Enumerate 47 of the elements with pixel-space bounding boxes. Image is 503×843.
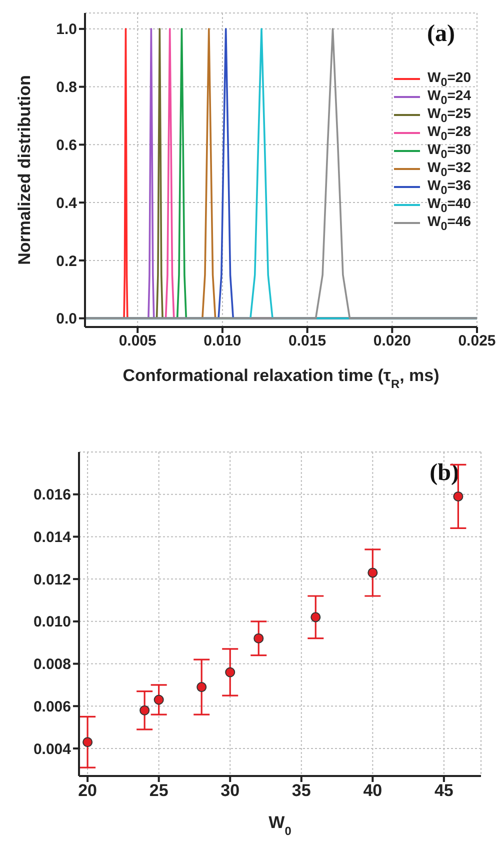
x-tick-label: 45: [434, 781, 454, 800]
annotation: (a): [427, 21, 455, 47]
point: [368, 568, 378, 578]
y-tick-label: 0.014: [33, 529, 72, 546]
point: [82, 737, 93, 748]
point: [225, 667, 236, 678]
legend-label: W$_{0}$=30: [428, 141, 471, 161]
legend-label: W$_{0}$=32: [428, 159, 471, 179]
annotation: (b): [430, 460, 459, 486]
legend-label: W$_{0}$=24: [428, 87, 471, 107]
point: [196, 682, 207, 692]
x-tick-label: 30: [220, 781, 240, 800]
legend-label: W$_{0}$=36: [428, 177, 471, 197]
y-tick-label: 0.6: [56, 137, 77, 154]
y-tick-label: 0.004: [33, 740, 72, 758]
x-tick-label: 0.015: [288, 332, 326, 350]
y-tick-label: 0.2: [56, 252, 77, 270]
y-tick-label: 1.0: [56, 21, 77, 38]
point: [140, 705, 150, 716]
legend-label: W$_{0}$=46: [428, 213, 471, 233]
y-axis-title: Normalized distribution: [15, 75, 34, 265]
x-axis-title: W$_{0}$: [268, 813, 292, 838]
x-tick-label: 0.025: [458, 332, 496, 350]
point: [310, 612, 321, 622]
y-tick-label: 0.008: [33, 656, 71, 674]
legend-label: W$_{0}$=28: [428, 123, 471, 143]
x-tick-label: 25: [149, 781, 168, 800]
x-tick-label: 0.010: [204, 332, 242, 350]
legend-label: W$_{0}$=25: [428, 105, 471, 125]
x-tick-label: 40: [363, 781, 382, 800]
point: [453, 491, 464, 502]
x-tick-label: 35: [292, 781, 311, 800]
x-tick-label: 0.020: [373, 332, 411, 350]
point: [254, 633, 264, 644]
y-tick-label: 0.010: [33, 614, 71, 631]
x-tick-label: 0.005: [118, 332, 156, 350]
y-tick-label: 0.016: [33, 486, 71, 504]
y-tick-label: 0.0: [56, 310, 77, 328]
y-tick-label: 0.4: [56, 194, 78, 212]
legend-label: W$_{0}$=20: [428, 69, 471, 89]
x-axis-title: Conformational relaxation time (τ$_{R}$, ms): [122, 366, 440, 391]
legend-label: W$_{0}$=40: [428, 195, 471, 215]
y-tick-label: 0.8: [56, 79, 77, 96]
x-tick-label: 20: [78, 781, 98, 800]
y-tick-label: 0.012: [33, 571, 71, 588]
y-tick-label: 0.006: [33, 698, 71, 716]
point: [154, 694, 164, 705]
